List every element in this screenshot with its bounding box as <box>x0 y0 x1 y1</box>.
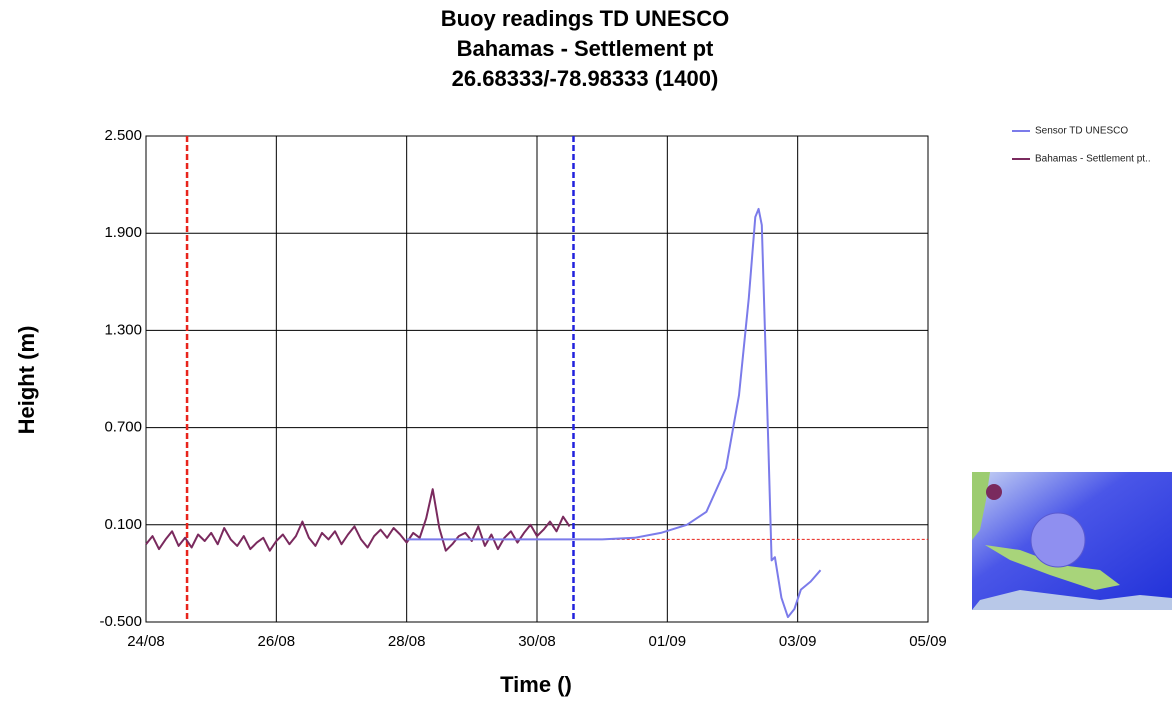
y-tick-label: -0.500 <box>99 613 142 630</box>
chart-title: Buoy readings TD UNESCO <box>441 6 729 31</box>
x-tick-label: 30/08 <box>518 633 556 650</box>
x-tick-label: 03/09 <box>779 633 817 650</box>
y-tick-label: 1.300 <box>104 321 142 338</box>
legend-label: Bahamas - Settlement pt.. <box>1035 154 1151 165</box>
x-tick-label: 26/08 <box>258 633 296 650</box>
chart: Buoy readings TD UNESCO Bahamas - Settle… <box>0 0 1172 702</box>
y-tick-label: 1.900 <box>104 224 142 241</box>
map-marker <box>986 484 1002 500</box>
x-tick-label: 24/08 <box>127 633 165 650</box>
y-tick-label: 0.700 <box>104 419 142 436</box>
map-marker <box>1031 513 1085 567</box>
chart-title: Bahamas - Settlement pt <box>457 36 714 61</box>
x-tick-label: 05/09 <box>909 633 947 650</box>
x-tick-label: 28/08 <box>388 633 426 650</box>
y-tick-label: 0.100 <box>104 516 142 533</box>
y-axis-title: Height (m) <box>14 326 39 435</box>
legend-label: Sensor TD UNESCO <box>1035 126 1128 137</box>
y-tick-label: 2.500 <box>104 127 142 144</box>
chart-title: 26.68333/-78.98333 (1400) <box>452 66 719 91</box>
x-tick-label: 01/09 <box>649 633 687 650</box>
map-inset <box>972 472 1172 610</box>
x-axis-title: Time () <box>500 672 572 697</box>
